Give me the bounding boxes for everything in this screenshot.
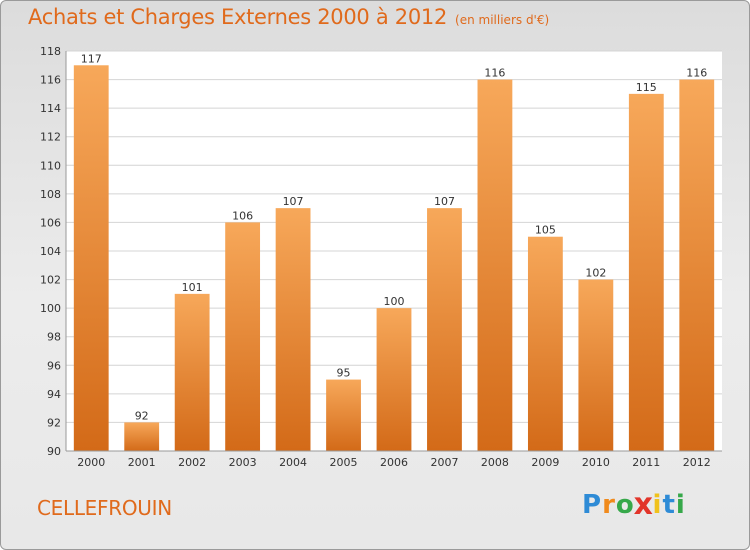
logo-letter: o: [615, 490, 635, 520]
y-tick-label: 104: [40, 245, 61, 258]
x-tick-label: 2003: [229, 456, 257, 469]
chart-unit: (en milliers d'€): [455, 13, 550, 27]
y-tick-label: 114: [40, 102, 61, 115]
chart-title: Achats et Charges Externes 2000 à 2012: [28, 5, 448, 29]
x-axis: 2000 2001 2002 2003 2004 2005 2006 2007 2008 2009…: [77, 456, 711, 469]
y-tick-label: 118: [40, 45, 61, 58]
bar-2008: [477, 79, 513, 452]
bar-2006: [376, 308, 412, 451]
bar-2011: [628, 93, 664, 451]
value-label-2012: 116: [686, 67, 707, 80]
y-tick-label: 100: [40, 302, 61, 315]
value-label-2010: 102: [585, 267, 606, 280]
y-tick-label: 92: [47, 416, 61, 429]
value-label-2005: 95: [337, 367, 351, 380]
value-label-2001: 92: [135, 409, 149, 422]
logo-letter: x: [633, 487, 654, 523]
x-tick-label: 2002: [178, 456, 206, 469]
y-tick-label: 96: [47, 359, 61, 372]
y-tick-label: 94: [47, 388, 61, 401]
bar-2012: [679, 79, 715, 452]
bar-2001: [124, 422, 160, 451]
bar-2003: [225, 222, 261, 451]
x-tick-label: 2012: [683, 456, 711, 469]
x-tick-label: 2008: [481, 456, 509, 469]
y-tick-label: 112: [40, 131, 61, 144]
bar-2005: [326, 379, 361, 451]
y-tick-label: 110: [40, 159, 61, 172]
value-label-2002: 101: [182, 281, 203, 294]
y-tick-label: 90: [47, 445, 61, 458]
commune-name: CELLEFROUIN: [37, 496, 172, 520]
y-tick-label: 116: [40, 74, 61, 87]
chart-title-block: Achats et Charges Externes 2000 à 2012 (e…: [28, 5, 549, 29]
value-label-2003: 106: [232, 209, 253, 222]
logo-letter: r: [602, 490, 616, 520]
x-tick-label: 2007: [430, 456, 458, 469]
y-axis: 90 92 94 96 98 100 102 104 106 108 110 112 114 116 118: [40, 45, 61, 458]
bar-2004: [275, 208, 311, 451]
y-tick-label: 98: [47, 331, 61, 344]
bar-2000: [73, 65, 109, 452]
value-label-2008: 116: [484, 67, 505, 80]
y-tick-label: 108: [40, 188, 61, 201]
value-label-2007: 107: [434, 195, 455, 208]
bar-2002: [174, 293, 210, 451]
bar-2010: [578, 279, 614, 451]
bar-2009: [527, 236, 563, 451]
y-tick-label: 102: [40, 274, 61, 287]
x-tick-label: 2010: [582, 456, 610, 469]
logo-letter: i: [675, 490, 686, 520]
x-tick-label: 2000: [77, 456, 105, 469]
logo-letter: t: [662, 490, 676, 520]
value-label-2000: 117: [81, 52, 102, 65]
x-tick-label: 2009: [531, 456, 559, 469]
value-label-2009: 105: [535, 224, 556, 237]
x-tick-label: 2005: [330, 456, 358, 469]
bar-2007: [427, 208, 462, 451]
y-tick-label: 106: [40, 216, 61, 229]
bars: 117 92 101 106 107 95 100 107 116 105 102 115 116: [73, 52, 715, 452]
proxiti-logo: Proxiti: [582, 487, 686, 523]
value-label-2004: 107: [283, 195, 304, 208]
value-label-2006: 100: [384, 295, 405, 308]
x-tick-label: 2001: [128, 456, 156, 469]
logo-letter: i: [652, 490, 663, 520]
x-tick-label: 2004: [279, 456, 307, 469]
value-label-2011: 115: [636, 81, 657, 94]
logo-letter: P: [582, 490, 603, 520]
x-tick-label: 2006: [380, 456, 408, 469]
x-tick-label: 2011: [632, 456, 660, 469]
